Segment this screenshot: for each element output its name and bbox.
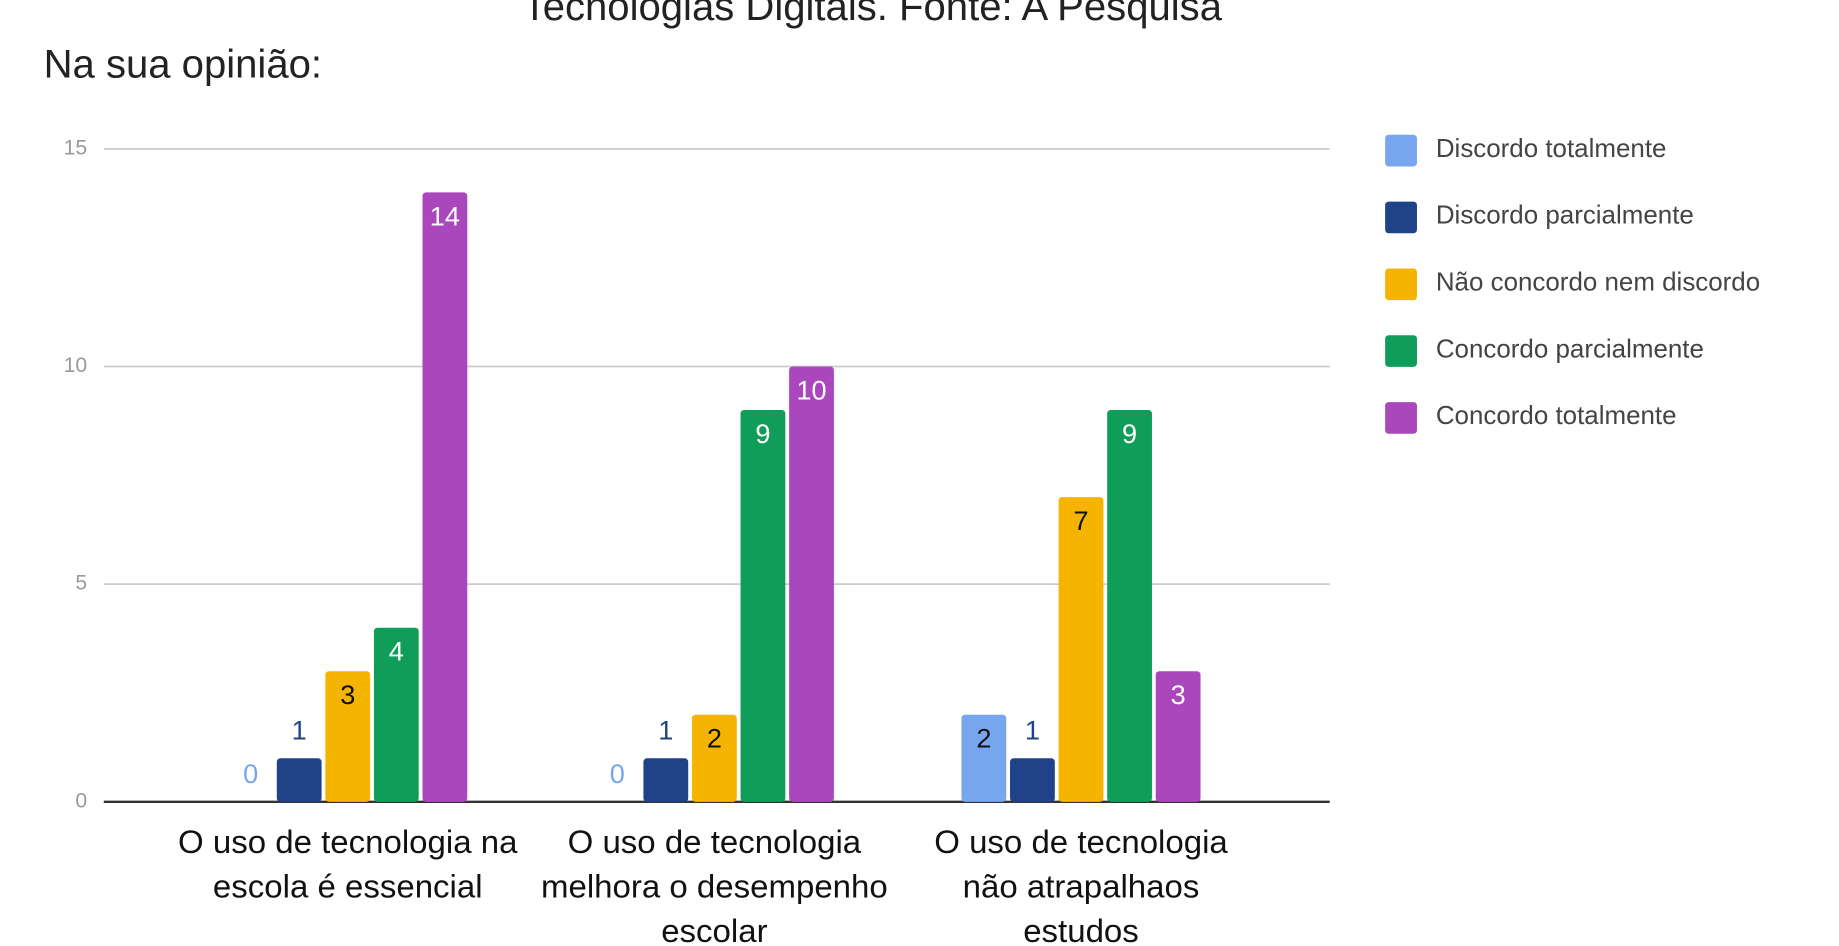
legend-swatch xyxy=(1385,268,1417,301)
bar xyxy=(422,192,468,802)
data-label: 3 xyxy=(1171,680,1186,710)
data-label: 4 xyxy=(389,637,404,667)
legend-label: Concordo parcialmente xyxy=(1436,335,1704,363)
y-tick-label: 10 xyxy=(64,354,88,377)
legend-swatch xyxy=(1385,134,1417,167)
bar xyxy=(325,671,371,802)
bar xyxy=(1058,497,1104,802)
data-label: 2 xyxy=(976,724,991,754)
caption: Tecnologias Digitais. Fonte: A Pesquisa xyxy=(523,0,1223,29)
data-label: 9 xyxy=(755,419,770,449)
data-label: 3 xyxy=(340,680,355,710)
y-tick-label: 5 xyxy=(75,572,87,595)
bar xyxy=(789,366,834,802)
legend-swatch xyxy=(1385,335,1417,367)
chart-title: Na sua opinião: xyxy=(44,42,322,86)
data-label: 0 xyxy=(243,759,258,789)
data-label: 10 xyxy=(796,375,826,405)
x-tick-label: O uso de tecnologia melhora o desempenho e… xyxy=(541,823,888,946)
y-tick-label: 0 xyxy=(75,789,87,812)
data-label: 7 xyxy=(1073,506,1088,536)
bar xyxy=(961,714,1007,802)
bar xyxy=(643,758,689,802)
y-tick-label: 15 xyxy=(64,137,88,160)
x-tick-label: O uso de tecnologia não atrapalhaos estudo… xyxy=(934,823,1228,946)
bar xyxy=(1155,671,1201,802)
bar xyxy=(276,758,322,802)
bar xyxy=(373,627,419,802)
legend-label: Concordo totalmente xyxy=(1436,402,1677,430)
data-label: 1 xyxy=(658,716,673,746)
x-tick-label: O uso de tecnologia na escola é essencial xyxy=(178,823,518,904)
data-label: 2 xyxy=(707,724,722,754)
data-label: 1 xyxy=(1025,716,1040,746)
data-label: 14 xyxy=(430,201,460,231)
data-label: 0 xyxy=(610,759,625,789)
data-label: 9 xyxy=(1122,419,1137,449)
data-label: 1 xyxy=(292,716,307,746)
legend-label: Discordo parcialmente xyxy=(1436,202,1694,230)
legend-label: Não concordo nem discordo xyxy=(1436,269,1760,297)
legend-label: Discordo totalmente xyxy=(1436,135,1667,163)
legend-swatch xyxy=(1385,402,1417,434)
legend-swatch xyxy=(1385,201,1417,234)
bar xyxy=(1010,758,1055,802)
bar xyxy=(740,410,786,802)
bar xyxy=(1107,410,1152,802)
bar xyxy=(691,714,737,802)
